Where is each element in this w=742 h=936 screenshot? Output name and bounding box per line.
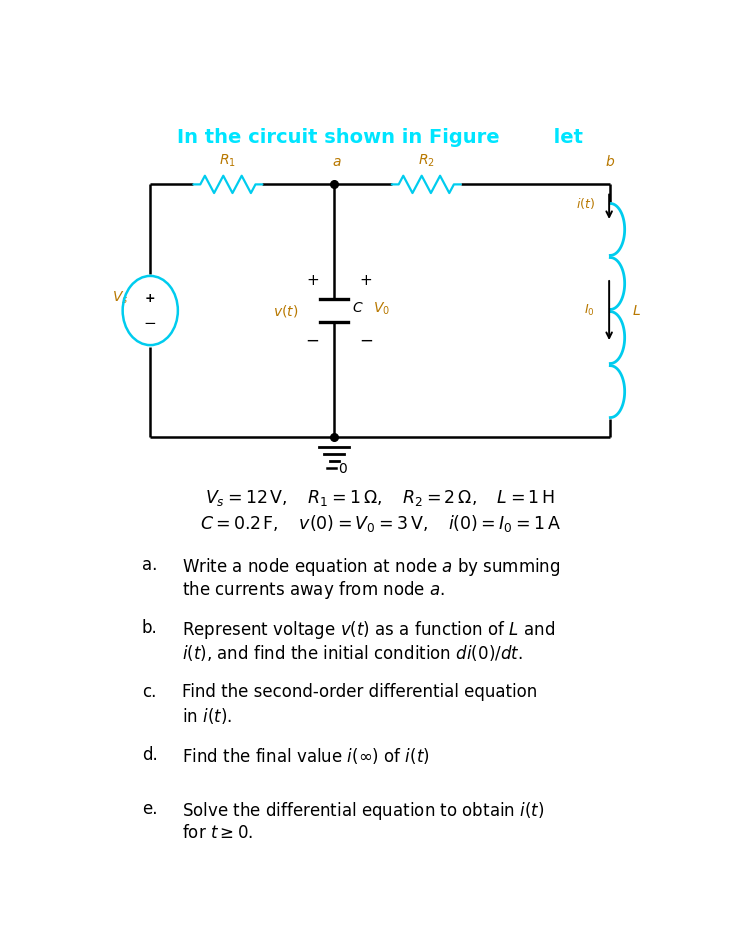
Text: $0$: $0$ bbox=[338, 462, 347, 476]
Text: $V_0$: $V_0$ bbox=[373, 300, 390, 316]
Text: +: + bbox=[306, 272, 319, 287]
Text: $C$: $C$ bbox=[352, 301, 363, 315]
Text: −: − bbox=[359, 331, 372, 350]
Text: $R_1$: $R_1$ bbox=[220, 153, 237, 168]
Text: a.: a. bbox=[142, 556, 157, 574]
Text: $I_0$: $I_0$ bbox=[584, 303, 595, 318]
Text: $R_2$: $R_2$ bbox=[418, 153, 435, 168]
Text: the currents away from node $a$.: the currents away from node $a$. bbox=[182, 579, 445, 601]
Text: −: − bbox=[144, 316, 157, 331]
Text: in $i(t)$.: in $i(t)$. bbox=[182, 707, 232, 726]
Text: $L$: $L$ bbox=[632, 303, 641, 317]
Text: b.: b. bbox=[142, 619, 157, 637]
Text: $i(t)$: $i(t)$ bbox=[576, 196, 595, 211]
Text: $C = 0.2\,\mathrm{F},\quad v(0) = V_0 = 3\,\mathrm{V},\quad i(0) = I_0 = 1\,\mat: $C = 0.2\,\mathrm{F},\quad v(0) = V_0 = … bbox=[200, 513, 561, 534]
Text: for $t \geq 0$.: for $t \geq 0$. bbox=[182, 824, 253, 842]
Text: $V_s = 12\,\mathrm{V},\quad R_1 = 1\,\Omega,\quad R_2 = 2\,\Omega,\quad L = 1\,\: $V_s = 12\,\mathrm{V},\quad R_1 = 1\,\Om… bbox=[206, 488, 555, 508]
Text: In the circuit shown in Figure        let: In the circuit shown in Figure let bbox=[177, 128, 583, 147]
Text: Find the final value $i(\infty)$ of $i(t)$: Find the final value $i(\infty)$ of $i(t… bbox=[182, 746, 430, 767]
Text: e.: e. bbox=[142, 800, 157, 818]
Text: $V_s$: $V_s$ bbox=[112, 289, 128, 306]
Text: d.: d. bbox=[142, 746, 157, 765]
Text: $v(t)$: $v(t)$ bbox=[273, 302, 298, 318]
Text: +: + bbox=[145, 292, 156, 305]
Text: −: − bbox=[306, 331, 319, 350]
Text: $i(t)$, and find the initial condition $di(0)/dt$.: $i(t)$, and find the initial condition $… bbox=[182, 643, 522, 663]
Text: $a$: $a$ bbox=[332, 154, 342, 168]
Text: Solve the differential equation to obtain $i(t)$: Solve the differential equation to obtai… bbox=[182, 800, 545, 823]
Text: +: + bbox=[360, 272, 372, 287]
Text: $b$: $b$ bbox=[605, 154, 615, 168]
Text: c.: c. bbox=[142, 682, 156, 701]
Text: Represent voltage $v(t)$ as a function of $L$ and: Represent voltage $v(t)$ as a function o… bbox=[182, 619, 555, 641]
Text: Find the second-order differential equation: Find the second-order differential equat… bbox=[182, 682, 537, 701]
Text: Write a node equation at node $a$ by summing: Write a node equation at node $a$ by sum… bbox=[182, 556, 560, 578]
